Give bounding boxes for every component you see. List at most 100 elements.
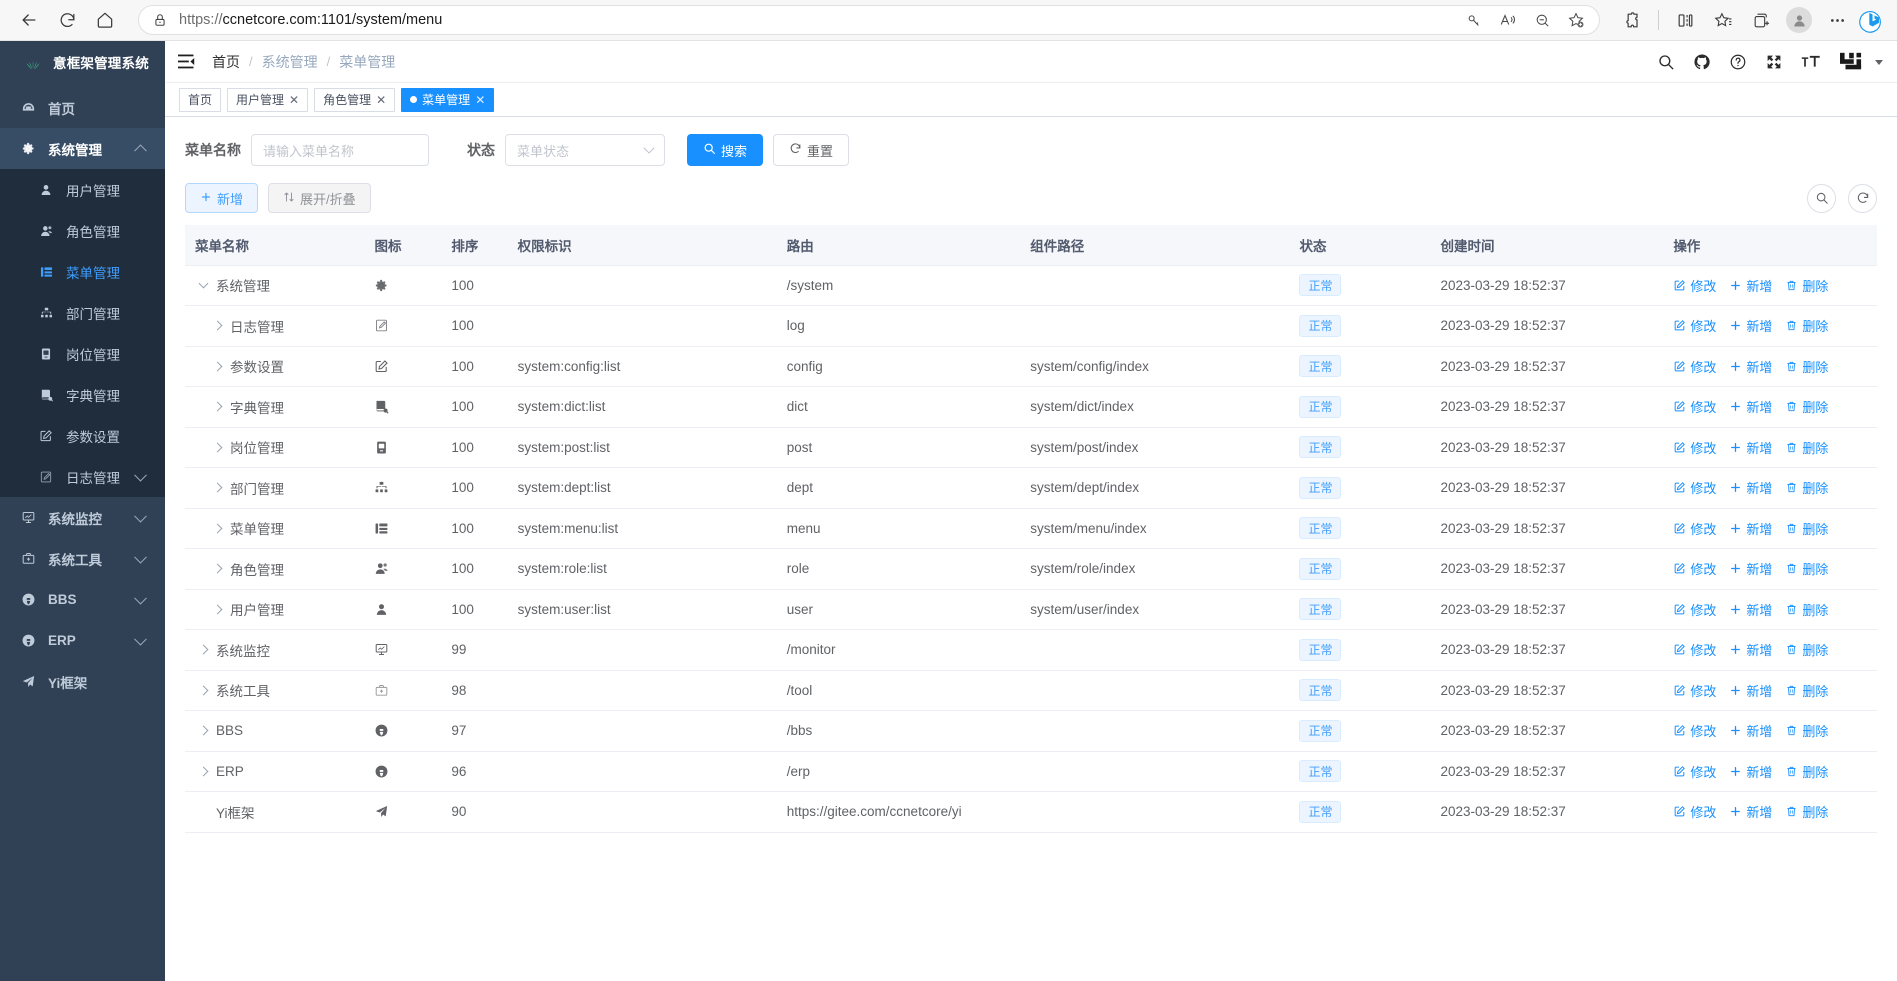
- reset-button[interactable]: 重置: [773, 134, 850, 166]
- op-edit-button[interactable]: 修改: [1673, 478, 1716, 497]
- op-add-button[interactable]: 新增: [1729, 276, 1772, 295]
- zoom-out-icon[interactable]: [1527, 6, 1557, 34]
- chevron-right-icon[interactable]: [195, 766, 211, 777]
- sidebar-logo[interactable]: 意框架管理系统: [0, 41, 165, 83]
- bing-chat-icon[interactable]: [1857, 5, 1887, 35]
- sidebar-item-log-mgmt[interactable]: 日志管理: [0, 456, 165, 497]
- close-icon[interactable]: ✕: [475, 92, 486, 107]
- yi-logo-icon[interactable]: [1839, 51, 1863, 73]
- op-edit-button[interactable]: 修改: [1673, 681, 1716, 700]
- op-add-button[interactable]: 新增: [1729, 762, 1772, 781]
- op-add-button[interactable]: 新增: [1729, 438, 1772, 457]
- fullscreen-icon[interactable]: [1765, 53, 1783, 71]
- op-add-button[interactable]: 新增: [1729, 559, 1772, 578]
- tab-user-mgmt[interactable]: 用户管理 ✕: [227, 87, 309, 112]
- extensions-icon[interactable]: [1614, 4, 1650, 36]
- op-edit-button[interactable]: 修改: [1673, 762, 1716, 781]
- op-add-button[interactable]: 新增: [1729, 397, 1772, 416]
- op-delete-button[interactable]: 删除: [1785, 519, 1828, 538]
- op-edit-button[interactable]: 修改: [1673, 397, 1716, 416]
- op-add-button[interactable]: 新增: [1729, 802, 1772, 821]
- add-favorite-icon[interactable]: [1561, 6, 1591, 34]
- tab-role-mgmt[interactable]: 角色管理 ✕: [314, 87, 396, 112]
- address-bar[interactable]: https://ccnetcore.com:1101/system/menu: [138, 5, 1600, 35]
- chevron-right-icon[interactable]: [209, 320, 225, 331]
- op-delete-button[interactable]: 删除: [1785, 478, 1828, 497]
- split-screen-icon[interactable]: [1667, 4, 1703, 36]
- table-refresh-icon[interactable]: [1848, 183, 1877, 213]
- chevron-right-icon[interactable]: [209, 604, 225, 615]
- op-delete-button[interactable]: 删除: [1785, 397, 1828, 416]
- breadcrumb-item-1[interactable]: 系统管理: [261, 53, 318, 70]
- op-delete-button[interactable]: 删除: [1785, 559, 1828, 578]
- sidebar-item-config[interactable]: 参数设置: [0, 415, 165, 456]
- op-delete-button[interactable]: 删除: [1785, 316, 1828, 335]
- sidebar-item-home[interactable]: 首页: [0, 87, 165, 128]
- chevron-right-icon[interactable]: [209, 482, 225, 493]
- op-add-button[interactable]: 新增: [1729, 721, 1772, 740]
- tab-home[interactable]: 首页: [179, 87, 222, 112]
- close-icon[interactable]: ✕: [289, 92, 300, 107]
- key-icon[interactable]: [1459, 6, 1489, 34]
- sidebar-item-yi-framework[interactable]: Yi框架: [0, 661, 165, 702]
- browser-back-button[interactable]: [10, 4, 48, 36]
- op-delete-button[interactable]: 删除: [1785, 276, 1828, 295]
- sidebar-item-system[interactable]: 系统管理: [0, 128, 165, 169]
- chevron-right-icon[interactable]: [209, 442, 225, 453]
- op-add-button[interactable]: 新增: [1729, 681, 1772, 700]
- help-icon[interactable]: [1729, 53, 1747, 71]
- op-edit-button[interactable]: 修改: [1673, 640, 1716, 659]
- op-delete-button[interactable]: 删除: [1785, 762, 1828, 781]
- chevron-right-icon[interactable]: [209, 523, 225, 534]
- chevron-right-icon[interactable]: [195, 644, 211, 655]
- chevron-right-icon[interactable]: [195, 725, 211, 736]
- browser-home-button[interactable]: [86, 4, 124, 36]
- chevron-right-icon[interactable]: [195, 685, 211, 696]
- status-select[interactable]: 菜单状态: [505, 134, 665, 166]
- op-delete-button[interactable]: 删除: [1785, 681, 1828, 700]
- search-icon[interactable]: [1657, 53, 1675, 71]
- search-button[interactable]: 搜索: [687, 134, 764, 166]
- sidebar-item-menu-mgmt[interactable]: 菜单管理: [0, 251, 165, 292]
- op-add-button[interactable]: 新增: [1729, 478, 1772, 497]
- collections-icon[interactable]: [1743, 4, 1779, 36]
- chevron-down-icon[interactable]: [195, 278, 211, 289]
- chevron-right-icon[interactable]: [209, 401, 225, 412]
- op-edit-button[interactable]: 修改: [1673, 276, 1716, 295]
- font-size-icon[interactable]: [1801, 53, 1821, 71]
- expand-collapse-button[interactable]: 展开/折叠: [268, 183, 371, 213]
- read-aloud-icon[interactable]: [1493, 6, 1523, 34]
- add-button[interactable]: 新增: [185, 183, 259, 213]
- sidebar-item-user-mgmt[interactable]: 用户管理: [0, 169, 165, 210]
- op-delete-button[interactable]: 删除: [1785, 600, 1828, 619]
- collapse-menu-icon[interactable]: [177, 53, 196, 70]
- op-edit-button[interactable]: 修改: [1673, 357, 1716, 376]
- chevron-down-icon[interactable]: [1875, 59, 1883, 65]
- sidebar-item-dict-mgmt[interactable]: 字典管理: [0, 374, 165, 415]
- sidebar-item-role-mgmt[interactable]: 角色管理: [0, 210, 165, 251]
- sidebar-item-dept-mgmt[interactable]: 部门管理: [0, 292, 165, 333]
- op-delete-button[interactable]: 删除: [1785, 357, 1828, 376]
- op-delete-button[interactable]: 删除: [1785, 802, 1828, 821]
- chevron-right-icon[interactable]: [209, 361, 225, 372]
- op-edit-button[interactable]: 修改: [1673, 559, 1716, 578]
- op-edit-button[interactable]: 修改: [1673, 519, 1716, 538]
- table-search-icon[interactable]: [1807, 183, 1836, 213]
- sidebar-item-erp[interactable]: ERP: [0, 620, 165, 661]
- op-edit-button[interactable]: 修改: [1673, 721, 1716, 740]
- op-edit-button[interactable]: 修改: [1673, 316, 1716, 335]
- op-edit-button[interactable]: 修改: [1673, 802, 1716, 821]
- op-add-button[interactable]: 新增: [1729, 357, 1772, 376]
- op-add-button[interactable]: 新增: [1729, 316, 1772, 335]
- menu-name-input[interactable]: 请输入菜单名称: [251, 134, 429, 166]
- op-delete-button[interactable]: 删除: [1785, 640, 1828, 659]
- op-add-button[interactable]: 新增: [1729, 600, 1772, 619]
- op-edit-button[interactable]: 修改: [1673, 438, 1716, 457]
- breadcrumb-item-0[interactable]: 首页: [212, 53, 240, 70]
- sidebar-item-monitor[interactable]: 系统监控: [0, 497, 165, 538]
- op-edit-button[interactable]: 修改: [1673, 600, 1716, 619]
- browser-refresh-button[interactable]: [48, 4, 86, 36]
- op-add-button[interactable]: 新增: [1729, 640, 1772, 659]
- op-delete-button[interactable]: 删除: [1785, 438, 1828, 457]
- favorites-icon[interactable]: [1705, 4, 1741, 36]
